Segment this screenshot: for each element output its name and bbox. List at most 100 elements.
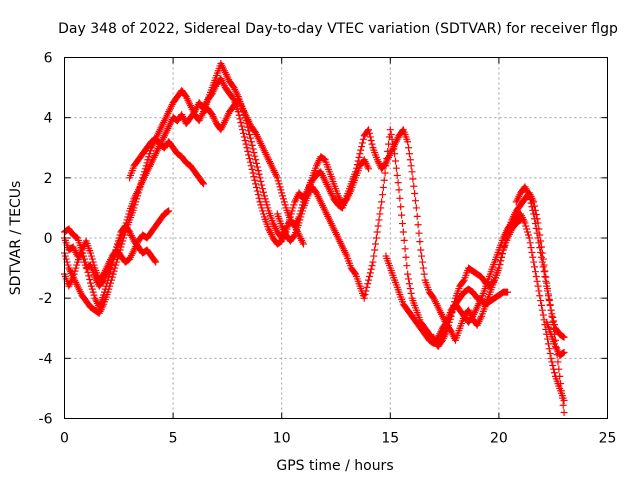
data-point (263, 201, 271, 209)
x-tick-label: 20 (490, 431, 508, 447)
data-point (530, 258, 538, 266)
data-point (290, 201, 298, 209)
data-point (85, 272, 93, 280)
y-tick-label: -4 (39, 351, 53, 367)
data-point (444, 324, 452, 332)
data-point (533, 229, 541, 237)
data-point (253, 187, 261, 195)
data-point (534, 282, 542, 290)
data-point (261, 195, 269, 203)
data-point (373, 228, 381, 236)
series-trace-8 (382, 252, 512, 347)
data-point (290, 232, 298, 240)
data-point (90, 261, 98, 269)
series-trace-9 (430, 216, 525, 350)
data-point (546, 350, 554, 358)
data-point (89, 288, 97, 296)
data-point (523, 225, 531, 233)
data-point (130, 204, 138, 212)
data-point (408, 168, 416, 176)
data-point (369, 258, 377, 266)
data-point (528, 248, 536, 256)
data-point (529, 206, 537, 214)
data-point (140, 168, 148, 176)
data-point (516, 217, 524, 225)
y-axis-label: SDTVAR / TECUs (8, 181, 24, 296)
data-point (114, 237, 122, 245)
data-point (371, 246, 379, 254)
data-point (538, 306, 546, 314)
data-point (530, 210, 538, 218)
y-tick-label: 2 (44, 171, 53, 187)
data-point (376, 210, 384, 218)
data-point (115, 234, 123, 242)
data-point (387, 131, 395, 139)
data-point (87, 252, 95, 260)
data-point (555, 365, 563, 373)
data-point (419, 264, 427, 272)
data-point (549, 318, 557, 326)
data-point (352, 164, 360, 172)
data-point (366, 133, 374, 141)
data-point (140, 171, 148, 179)
data-point (391, 150, 399, 158)
data-point (295, 219, 303, 227)
data-point (446, 315, 454, 323)
data-point (450, 301, 458, 309)
data-point (132, 198, 140, 206)
data-point (526, 239, 534, 247)
data-point (259, 210, 267, 218)
data-point (278, 189, 286, 197)
data-point (260, 192, 268, 200)
data-point (296, 216, 304, 224)
data-point (407, 162, 415, 170)
data-point (557, 387, 565, 395)
data-point (273, 174, 281, 182)
data-point (418, 252, 426, 260)
data-point (545, 345, 553, 353)
data-point (279, 195, 287, 203)
data-point (400, 236, 408, 244)
data-point (539, 311, 547, 319)
data-point (445, 318, 453, 326)
data-point (547, 354, 555, 362)
data-point (299, 240, 307, 248)
data-point (81, 258, 89, 266)
data-point (71, 267, 79, 275)
data-point (297, 213, 305, 221)
data-point (62, 255, 70, 263)
data-point (276, 183, 284, 191)
series-trace-5 (126, 135, 208, 188)
data-point (275, 180, 283, 188)
data-point (535, 239, 543, 247)
data-point (395, 186, 403, 194)
data-point (248, 141, 256, 149)
data-point (559, 349, 567, 357)
data-point (410, 182, 418, 190)
series-trace-10 (512, 183, 568, 416)
data-point (253, 163, 261, 171)
data-point (524, 228, 532, 236)
data-point (258, 181, 266, 189)
data-point (259, 188, 267, 196)
data-point (389, 140, 397, 148)
data-point (253, 183, 261, 191)
data-point (133, 195, 141, 203)
data-point (249, 145, 257, 153)
data-point (139, 174, 147, 182)
data-point (252, 156, 260, 164)
data-point (559, 333, 567, 341)
data-point (394, 179, 402, 187)
data-point (109, 270, 117, 278)
data-point (351, 269, 359, 277)
data-point (560, 408, 568, 416)
data-point (539, 263, 547, 271)
data-point (90, 291, 98, 299)
data-point (554, 358, 562, 366)
data-point (245, 151, 253, 159)
data-point (288, 207, 296, 215)
data-point (544, 292, 552, 300)
data-point (238, 122, 246, 130)
data-point (536, 292, 544, 300)
data-point (390, 145, 398, 153)
